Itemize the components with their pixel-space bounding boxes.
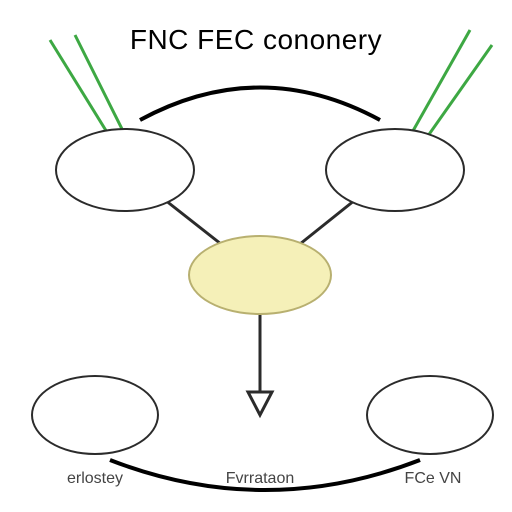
- node-bottom-left: [31, 375, 159, 455]
- diagram-canvas: { "title": "FNC FEC cononery", "labels":…: [0, 0, 512, 512]
- node-center: [188, 235, 332, 315]
- label-bottom-left: erlostey: [40, 470, 150, 488]
- arrow-head: [248, 392, 272, 415]
- node-bottom-right: [366, 375, 494, 455]
- node-top-right: [325, 128, 465, 212]
- diagram-title: FNC FEC cononery: [0, 24, 512, 56]
- label-bottom-right: FCe VN: [378, 470, 488, 488]
- upper-arc: [140, 88, 380, 121]
- node-top-left: [55, 128, 195, 212]
- label-bottom-center: Fvrrataon: [195, 470, 325, 488]
